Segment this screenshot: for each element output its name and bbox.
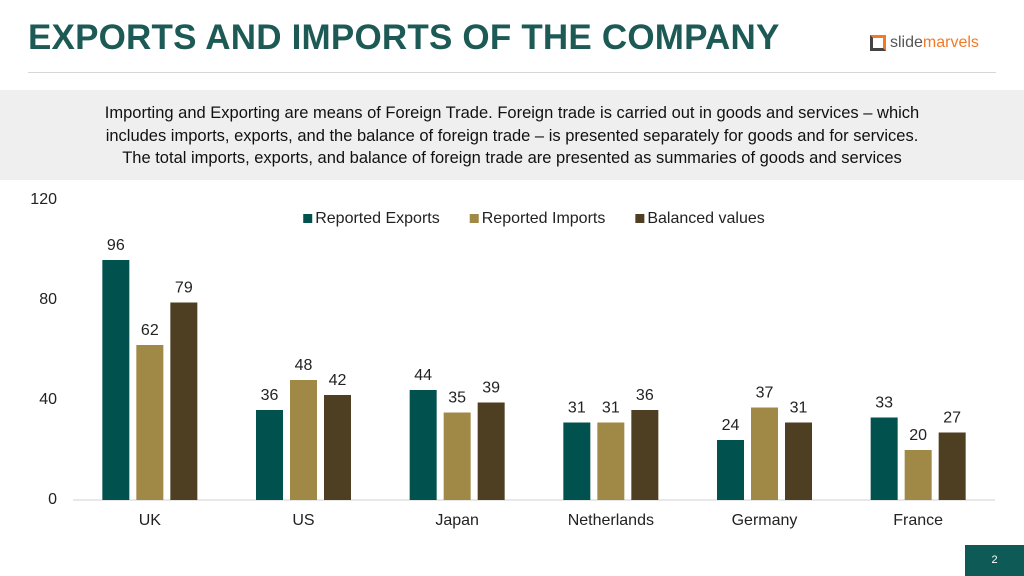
logo-text: slide: [890, 34, 923, 51]
data-label: 42: [329, 372, 347, 389]
divider: [28, 72, 996, 73]
data-label: 20: [909, 427, 927, 444]
bar: [136, 345, 164, 500]
data-label: 37: [756, 385, 774, 402]
data-label: 27: [943, 410, 961, 427]
logo-text: marvels: [922, 34, 979, 51]
legend-label: Reported Imports: [482, 210, 606, 227]
x-tick-label: Netherlands: [568, 512, 654, 529]
bar: [443, 412, 471, 500]
legend-label: Reported Exports: [315, 210, 440, 227]
data-label: 36: [636, 387, 654, 404]
bar: [717, 440, 744, 500]
bar: [409, 390, 437, 500]
data-label: 33: [875, 395, 893, 412]
bar: [631, 410, 659, 500]
bar: [938, 432, 966, 500]
data-label: 31: [790, 400, 808, 417]
data-label: 44: [414, 367, 432, 384]
x-tick-label: Japan: [435, 512, 479, 529]
legend-swatch: [635, 214, 645, 223]
data-label: 62: [141, 322, 159, 339]
y-tick-label: 120: [30, 191, 57, 208]
bar: [256, 410, 283, 500]
data-label: 36: [261, 387, 279, 404]
bar: [870, 417, 898, 500]
description-line: The total imports, exports, and balance …: [122, 149, 902, 167]
data-label: 31: [568, 400, 586, 417]
logo-icon: [870, 35, 886, 51]
bar: [597, 422, 625, 500]
data-label: 24: [722, 417, 740, 434]
bar: [102, 260, 130, 500]
data-label: 79: [175, 280, 193, 297]
data-label: 48: [295, 357, 313, 374]
x-tick-label: Germany: [732, 512, 798, 529]
bar: [290, 380, 317, 500]
x-tick-label: France: [893, 512, 943, 529]
bar: [785, 422, 812, 500]
data-label: 96: [107, 237, 125, 254]
y-tick-label: 0: [48, 491, 57, 508]
bar: [563, 422, 591, 500]
x-tick-label: US: [292, 512, 314, 529]
bar: [477, 402, 505, 500]
bar: [324, 395, 351, 500]
description-line: includes imports, exports, and the balan…: [105, 126, 919, 145]
data-label: 31: [602, 400, 620, 417]
description: Importing and Exporting are means of For…: [0, 90, 1024, 180]
legend-label: Balanced values: [647, 210, 764, 227]
y-tick-label: 40: [39, 391, 57, 408]
y-tick-label: 80: [39, 291, 57, 308]
legend-swatch: [469, 214, 479, 223]
page-number: 2: [965, 545, 1024, 576]
bar: [170, 302, 198, 500]
slide-title: EXPORTS AND IMPORTS OF THE COMPANY: [28, 18, 780, 57]
bar: [751, 407, 778, 500]
chart: 0 40 80 120 UK 96 62 79 US 36 48 42 Japan 44 35 39 Nethe…: [30, 191, 995, 529]
x-tick-label: UK: [139, 512, 162, 529]
data-label: 39: [482, 380, 500, 397]
data-label: 35: [448, 390, 466, 407]
bar: [904, 450, 932, 500]
legend-swatch: [303, 214, 313, 223]
description-line: Importing and Exporting are means of For…: [104, 104, 920, 122]
logo: slide marvels: [870, 34, 979, 52]
